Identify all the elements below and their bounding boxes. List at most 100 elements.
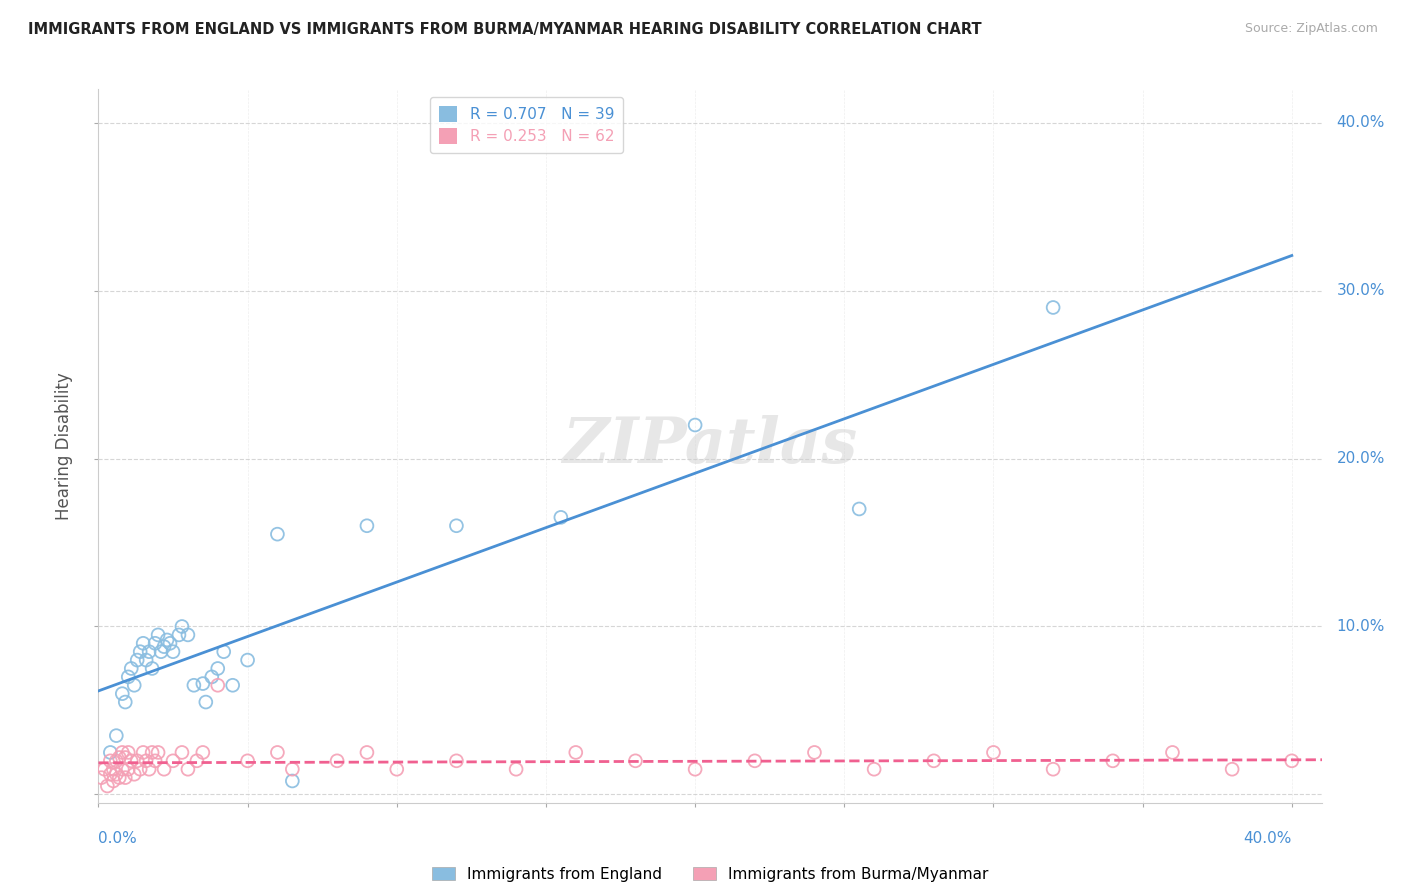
Text: 20.0%: 20.0% [1337, 451, 1385, 467]
Point [1220, 762, 1243, 776]
Point [141, 661, 163, 675]
Point [221, 678, 243, 692]
Point [120, 661, 142, 675]
Point [105, 729, 128, 743]
Point [207, 678, 229, 692]
Point [114, 695, 136, 709]
Point [135, 754, 157, 768]
Y-axis label: Hearing Disability: Hearing Disability [55, 372, 73, 520]
Point [90, 771, 112, 785]
Point [922, 754, 945, 768]
Point [153, 640, 176, 654]
Point [201, 670, 224, 684]
Point [191, 676, 214, 690]
Point [138, 762, 160, 776]
Point [191, 746, 214, 760]
Point [266, 527, 288, 541]
Point [117, 670, 139, 684]
Point [803, 746, 825, 760]
Point [96, 779, 118, 793]
Point [385, 762, 408, 776]
Point [1281, 754, 1303, 768]
Point [194, 695, 217, 709]
Point [281, 762, 304, 776]
Point [1042, 301, 1064, 315]
Point [138, 645, 160, 659]
Point [117, 746, 139, 760]
Point [683, 417, 706, 432]
Point [446, 518, 468, 533]
Point [212, 645, 235, 659]
Point [135, 653, 157, 667]
Point [127, 754, 149, 768]
Text: 30.0%: 30.0% [1337, 283, 1385, 298]
Point [505, 762, 527, 776]
Point [143, 754, 166, 768]
Point [132, 636, 155, 650]
Point [127, 653, 149, 667]
Point [93, 762, 115, 776]
Point [143, 636, 166, 650]
Point [162, 754, 184, 768]
Point [141, 746, 163, 760]
Point [146, 628, 169, 642]
Point [122, 767, 145, 781]
Point [122, 678, 145, 692]
Point [105, 754, 128, 768]
Point [1042, 762, 1064, 776]
Point [129, 762, 152, 776]
Point [114, 750, 136, 764]
Point [105, 767, 128, 781]
Point [103, 774, 125, 789]
Point [565, 746, 588, 760]
Text: 40.0%: 40.0% [1243, 831, 1292, 847]
Point [624, 754, 647, 768]
Point [848, 502, 870, 516]
Point [111, 687, 134, 701]
Point [132, 746, 155, 760]
Point [1340, 746, 1362, 760]
Point [356, 746, 378, 760]
Point [129, 645, 152, 659]
Point [1400, 762, 1406, 776]
Text: IMMIGRANTS FROM ENGLAND VS IMMIGRANTS FROM BURMA/MYANMAR HEARING DISABILITY CORR: IMMIGRANTS FROM ENGLAND VS IMMIGRANTS FR… [28, 22, 981, 37]
Point [177, 762, 200, 776]
Text: 0.0%: 0.0% [98, 831, 138, 847]
Point [159, 636, 181, 650]
Text: Source: ZipAtlas.com: Source: ZipAtlas.com [1244, 22, 1378, 36]
Legend: Immigrants from England, Immigrants from Burma/Myanmar: Immigrants from England, Immigrants from… [426, 861, 994, 888]
Point [1101, 754, 1123, 768]
Point [114, 771, 136, 785]
Point [103, 762, 125, 776]
Text: 10.0%: 10.0% [1337, 619, 1385, 634]
Point [146, 746, 169, 760]
Point [108, 750, 131, 764]
Point [167, 628, 190, 642]
Point [98, 767, 121, 781]
Point [108, 771, 131, 785]
Point [177, 628, 200, 642]
Point [156, 632, 179, 647]
Point [266, 746, 288, 760]
Point [98, 754, 121, 768]
Point [117, 762, 139, 776]
Point [236, 653, 259, 667]
Point [356, 518, 378, 533]
Point [183, 678, 205, 692]
Point [236, 754, 259, 768]
Point [170, 619, 193, 633]
Point [153, 762, 176, 776]
Point [98, 746, 121, 760]
Point [281, 774, 304, 789]
Point [683, 762, 706, 776]
Point [744, 754, 766, 768]
Point [983, 746, 1005, 760]
Point [111, 762, 134, 776]
Point [207, 661, 229, 675]
Point [863, 762, 886, 776]
Point [111, 746, 134, 760]
Text: ZIPatlas: ZIPatlas [562, 416, 858, 476]
Point [150, 645, 173, 659]
Text: 40.0%: 40.0% [1337, 115, 1385, 130]
Point [170, 746, 193, 760]
